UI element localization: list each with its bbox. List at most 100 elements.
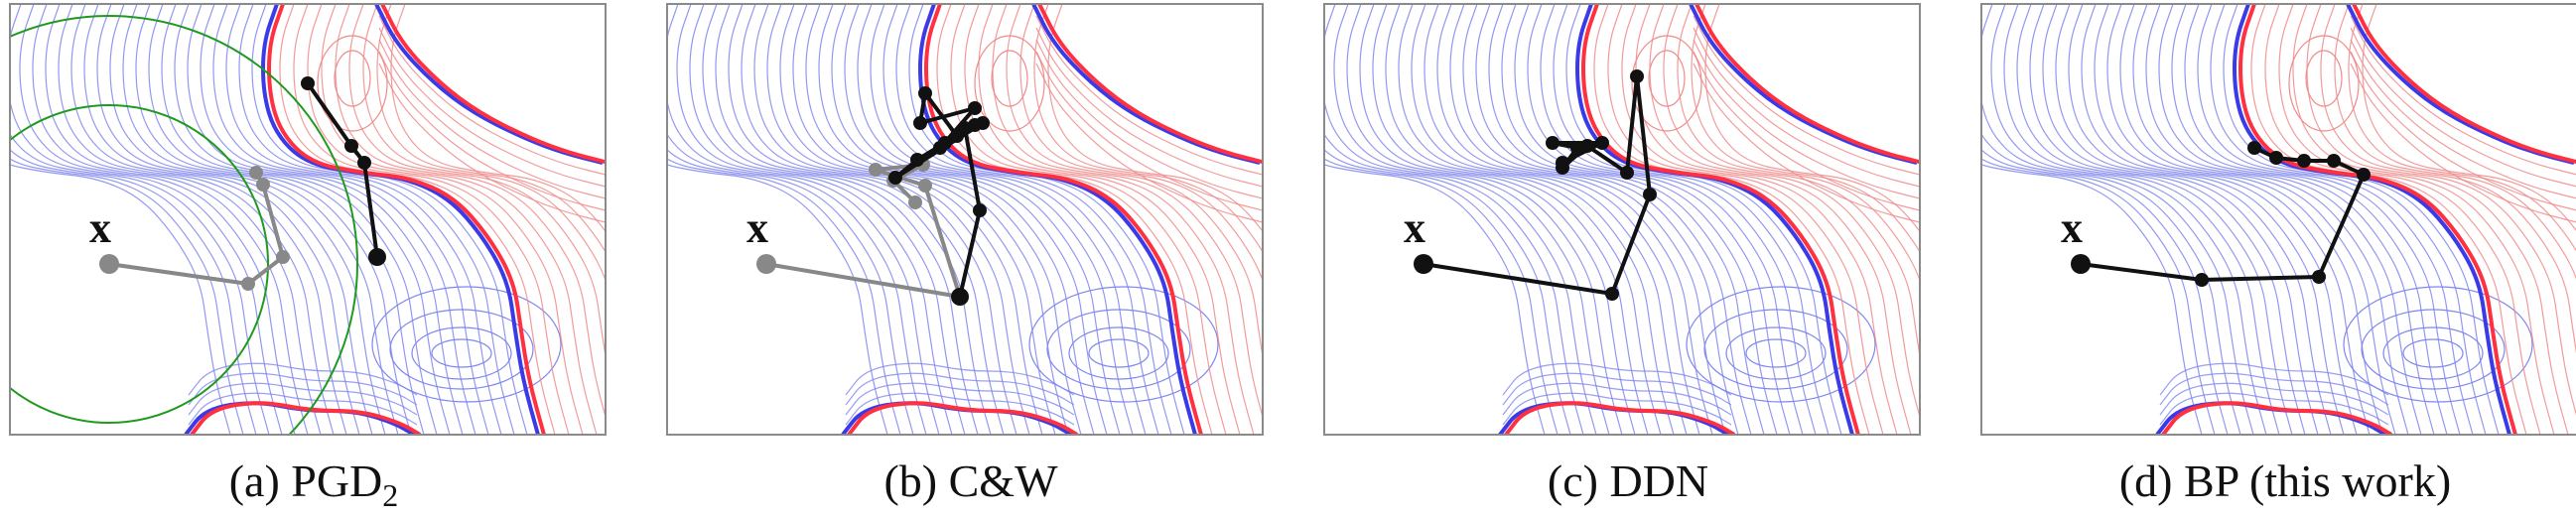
plot-area: x xyxy=(666,3,1264,436)
blue-contour xyxy=(2003,4,2280,435)
red-contour xyxy=(1693,63,1920,223)
red-contour-loop xyxy=(1648,50,1686,107)
red-contour xyxy=(2350,15,2576,176)
blue-contour xyxy=(1398,4,1675,435)
blue-contour-loop xyxy=(431,338,492,368)
blue-contour xyxy=(2119,4,2396,435)
blue-contour xyxy=(2145,4,2422,435)
red-contour xyxy=(2350,39,2576,199)
blue-contour xyxy=(667,158,901,435)
red-contour xyxy=(1035,15,1263,176)
caption-d: (d) BP (this work) xyxy=(1977,458,2576,504)
red-contour xyxy=(2350,27,2576,188)
blue-contour xyxy=(2042,4,2319,435)
blue-contour xyxy=(667,4,940,435)
blue-contour xyxy=(1502,382,1732,416)
decision-boundary xyxy=(2161,401,2393,435)
red-contour xyxy=(2362,4,2576,231)
gray-path-point xyxy=(256,178,270,192)
blue-contour xyxy=(1540,4,1817,435)
decision-boundary xyxy=(1695,4,1920,165)
black-path-point xyxy=(357,156,371,170)
decision-boundary xyxy=(2346,4,2575,165)
blue-contour xyxy=(1990,4,2267,435)
blue-contour xyxy=(895,4,1172,435)
gray-path-point xyxy=(276,250,290,264)
blue-contour xyxy=(96,4,373,435)
black-path-point xyxy=(973,203,987,217)
decision-boundary xyxy=(380,4,606,165)
blue-contour xyxy=(10,133,270,435)
black-path-point xyxy=(951,288,969,306)
black-path-point xyxy=(2297,154,2311,168)
red-contour xyxy=(1704,4,1920,233)
blue-contour xyxy=(200,4,476,435)
point-label-x: x xyxy=(2061,203,2083,252)
blue-contour xyxy=(805,4,1082,435)
blue-contour xyxy=(831,4,1108,435)
black-path-line xyxy=(306,81,379,258)
decision-boundary xyxy=(847,401,1079,435)
black-path-point xyxy=(1630,69,1644,83)
panel-b: x (b) C&W xyxy=(663,0,1279,519)
caption-b: (b) C&W xyxy=(663,458,1279,504)
plot-frame xyxy=(1980,3,2576,436)
blue-contour xyxy=(83,4,360,435)
plot-d: x xyxy=(1980,3,2576,436)
blue-contour-loop xyxy=(2402,338,2464,368)
blue-contour xyxy=(10,164,231,435)
blue-contour xyxy=(1514,4,1791,435)
blue-contour xyxy=(844,4,1121,435)
blue-contour-loop xyxy=(2382,326,2484,380)
blue-contour xyxy=(845,362,1075,396)
blue-contour xyxy=(188,382,418,416)
blue-contour xyxy=(161,4,438,435)
red-contour xyxy=(307,4,584,435)
blue-contour xyxy=(188,362,418,396)
blue-contour xyxy=(818,4,1095,435)
black-path-point xyxy=(344,139,358,153)
blue-contour xyxy=(122,4,399,435)
blue-contour xyxy=(1981,164,2203,435)
blue-contour xyxy=(238,4,515,435)
red-contour xyxy=(1607,4,1884,435)
caption-b-text: (b) C&W xyxy=(883,455,1058,506)
red-contour xyxy=(1621,4,1898,435)
gray-path-point xyxy=(869,163,882,177)
blue-contour xyxy=(882,4,1159,435)
black-path-point xyxy=(1643,188,1657,201)
red-contour xyxy=(950,4,1227,435)
blue-contour xyxy=(1324,149,1571,435)
red-contour xyxy=(1047,4,1263,233)
red-contour xyxy=(1693,27,1920,188)
blue-contour-loop xyxy=(1745,338,1807,368)
blue-contour xyxy=(10,149,257,435)
origin-point xyxy=(99,254,119,274)
blue-contour xyxy=(1424,4,1700,435)
blue-contour xyxy=(1359,4,1636,435)
blue-contour xyxy=(148,4,425,435)
blue-contour-loop xyxy=(1046,309,1191,390)
blue-contour xyxy=(792,4,1069,435)
blue-contour-loop xyxy=(1068,326,1169,380)
blue-contour xyxy=(2159,382,2389,416)
blue-contour xyxy=(1502,362,1732,396)
blue-contour xyxy=(2210,4,2487,435)
black-path-point xyxy=(2195,273,2209,287)
red-contour xyxy=(1035,27,1263,188)
blue-contour xyxy=(667,164,888,435)
red-contour xyxy=(293,4,570,435)
red-contour-loop xyxy=(1631,35,1702,132)
contours xyxy=(667,4,1263,435)
black-path-point xyxy=(1556,156,1569,170)
plot-frame xyxy=(666,3,1264,436)
red-contour xyxy=(378,63,606,223)
blue-contour xyxy=(1981,158,2216,435)
blue-contour xyxy=(212,4,489,435)
blue-contour xyxy=(2081,4,2358,435)
blue-contour xyxy=(19,4,296,435)
blue-contour xyxy=(58,4,335,435)
epsilon-ball xyxy=(10,104,269,424)
blue-contour xyxy=(676,4,953,435)
blue-contour xyxy=(1333,4,1610,435)
